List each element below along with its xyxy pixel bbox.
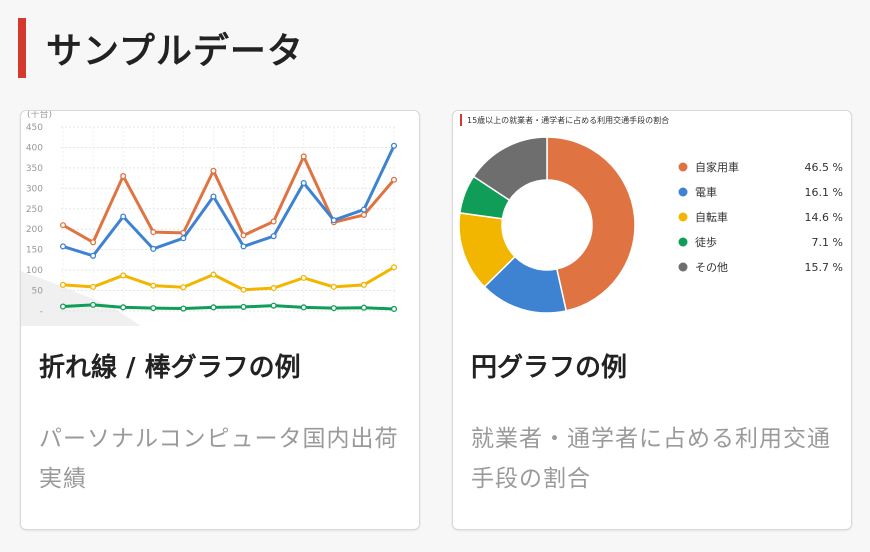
data-point [300, 274, 307, 281]
y-tick-label: 50 [32, 287, 44, 297]
data-point [390, 176, 398, 183]
y-tick-label: 400 [26, 143, 43, 153]
data-point [300, 179, 307, 187]
legend-label: 電車 [695, 185, 717, 199]
data-point [360, 211, 367, 218]
pie-slice [472, 136, 548, 202]
y-tick-label: 200 [26, 225, 43, 235]
legend-marker [678, 262, 688, 272]
y-tick-label: 100 [26, 266, 43, 276]
section-title: サンプルデータ [18, 18, 304, 78]
data-point [180, 284, 187, 291]
data-point [360, 206, 367, 213]
legend-label: 徒歩 [695, 235, 717, 249]
legend-value: 46.5 % [805, 161, 843, 174]
data-point [120, 272, 127, 279]
legend-marker [678, 237, 688, 247]
data-point [150, 305, 157, 312]
data-point [390, 305, 398, 313]
legend-value: 15.7 % [805, 261, 843, 274]
legend-value: 14.6 % [805, 211, 843, 224]
data-point [330, 283, 337, 290]
series-line [62, 145, 396, 258]
card-line-chart[interactable]: (千台) - 50 100 150 200 250 300 350 400 450 折れ線 / 棒グ… [20, 110, 420, 530]
legend-label: 自転車 [695, 210, 728, 224]
legend-value: 16.1 % [805, 186, 843, 199]
data-point [270, 233, 277, 240]
data-point [360, 281, 367, 288]
data-point [240, 243, 247, 250]
data-point [360, 304, 367, 311]
data-point [300, 304, 307, 311]
series-line [62, 303, 395, 311]
data-point [330, 305, 337, 312]
data-point [150, 229, 157, 236]
card-pie-chart[interactable]: 15歳以上の就業者・通学者に占める利用交通手段の割合自家用車 46.5 % 電車 16… [452, 110, 852, 530]
data-point [90, 252, 97, 259]
data-point [270, 302, 277, 309]
data-point [120, 173, 127, 180]
y-tick-label: 250 [26, 205, 43, 215]
data-point [240, 303, 247, 310]
title-accent-bar [18, 18, 26, 78]
legend-label: 自家用車 [695, 160, 739, 174]
data-point [210, 193, 217, 200]
card-description: 就業者・通学者に占める利用交通手段の割合 [471, 426, 831, 492]
data-point [210, 304, 217, 311]
pie-title-bar [460, 114, 462, 126]
data-point [390, 142, 398, 149]
data-point [90, 239, 97, 246]
series-line [62, 265, 395, 292]
data-point [390, 264, 398, 271]
data-point [270, 285, 277, 292]
pie-chart-title: 15歳以上の就業者・通学者に占める利用交通手段の割合 [467, 115, 669, 125]
y-tick-label: 450 [26, 123, 43, 133]
y-tick-label: 350 [26, 164, 43, 174]
line-chart-thumbnail: (千台) - 50 100 150 200 250 300 350 400 450 [21, 111, 398, 326]
data-point [120, 304, 127, 311]
data-point [90, 283, 97, 290]
data-point [59, 303, 67, 310]
y-tick-label: 300 [26, 184, 43, 194]
decorative-shape [21, 271, 141, 326]
data-point [59, 281, 67, 288]
legend-marker [678, 187, 688, 197]
data-point [300, 153, 307, 160]
data-point [210, 271, 217, 278]
legend-value: 7.1 % [812, 236, 843, 249]
card-description: パーソナルコンピュータ国内出荷実績 [39, 426, 399, 492]
card-heading: 折れ線 / 棒グラフの例 [39, 353, 301, 383]
data-point [240, 232, 247, 239]
legend-marker [678, 212, 688, 222]
y-tick-label: 150 [26, 246, 43, 256]
page-title: サンプルデータ [46, 31, 304, 72]
data-point [240, 286, 247, 293]
data-point [120, 213, 127, 220]
legend-marker [678, 162, 688, 172]
y-tick-label: - [40, 307, 43, 317]
series-line [62, 154, 396, 244]
data-point [180, 305, 187, 312]
pie-slice [546, 136, 636, 312]
data-point [150, 245, 157, 252]
data-point [90, 301, 97, 308]
data-point [270, 218, 277, 225]
data-point [330, 217, 337, 224]
y-unit-label: (千台) [27, 111, 52, 120]
data-point [150, 282, 157, 289]
legend-label: その他 [695, 261, 728, 274]
card-heading: 円グラフの例 [471, 353, 628, 383]
data-point [180, 235, 187, 242]
data-point [59, 222, 67, 229]
data-point [210, 167, 217, 174]
data-point [59, 243, 67, 250]
